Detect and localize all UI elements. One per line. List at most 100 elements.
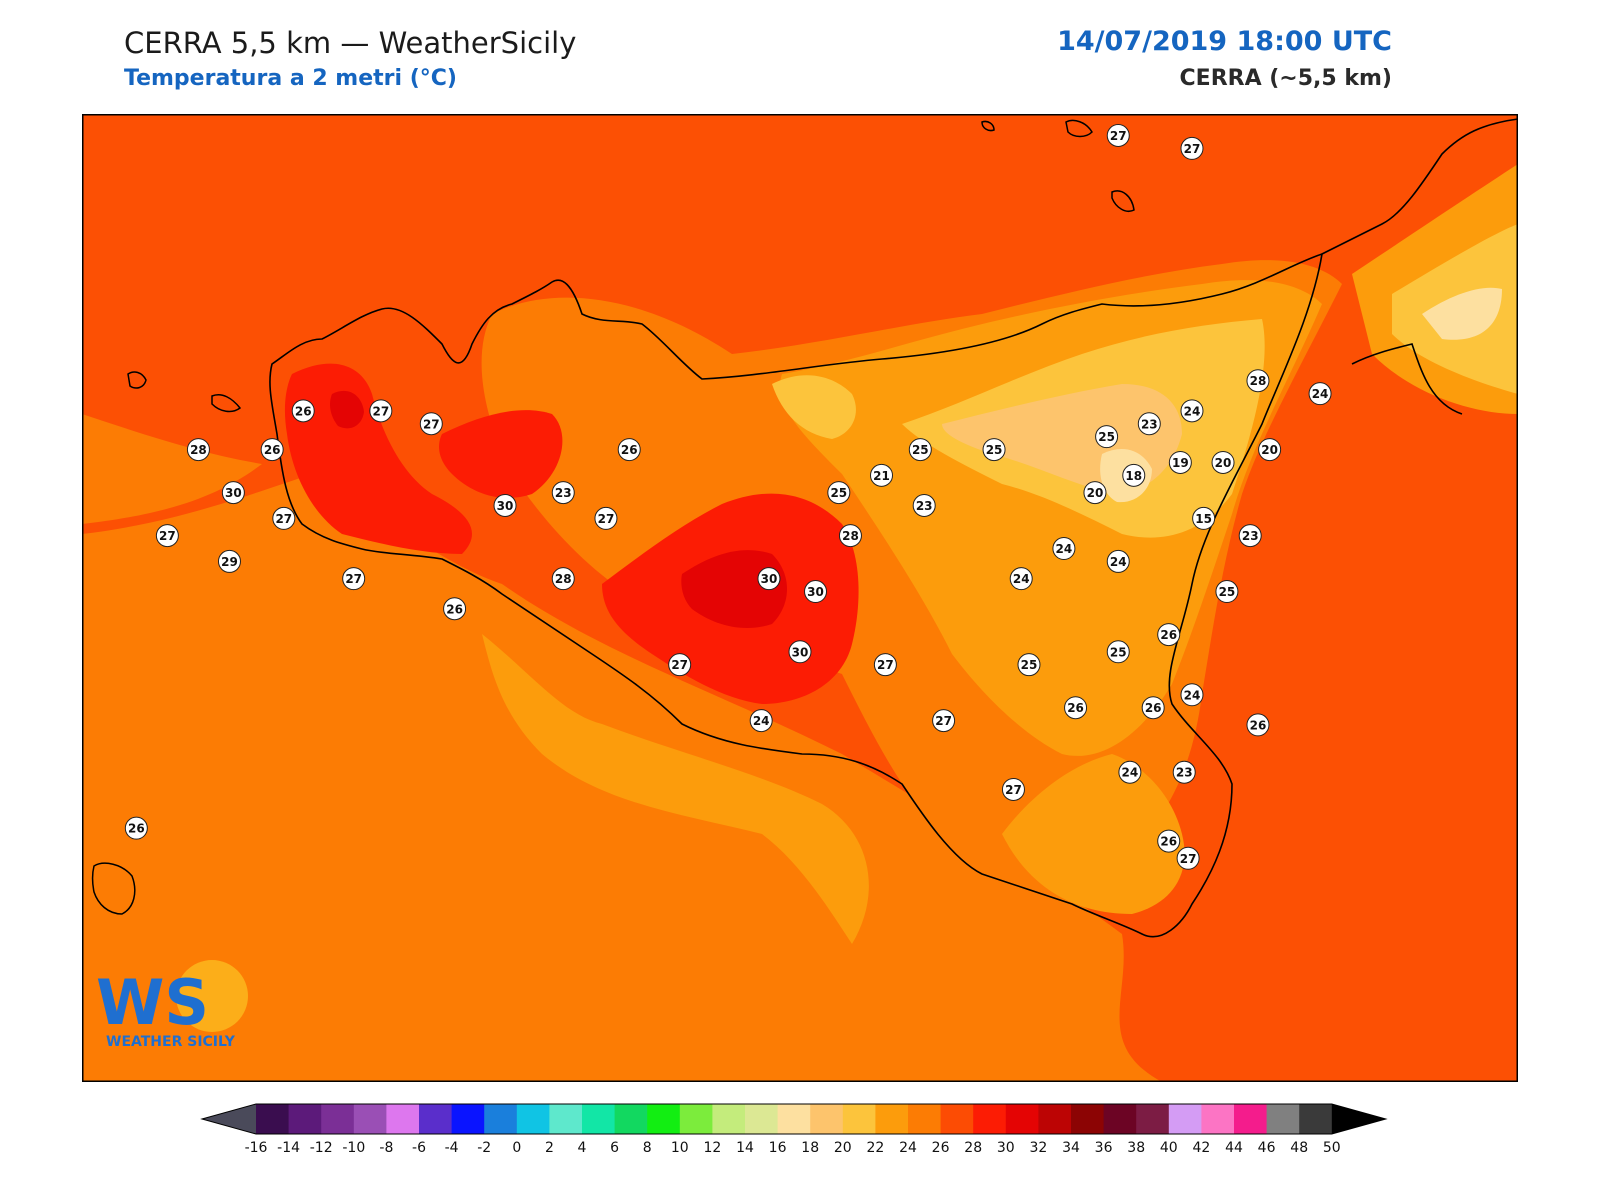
- temperature-value: 27: [873, 653, 897, 677]
- field-sea-warm-band: [482, 634, 869, 944]
- temperature-value-text: 25: [830, 486, 847, 500]
- temperature-value-marker: [873, 653, 897, 677]
- temperature-value-text: 15: [1195, 512, 1212, 526]
- temperature-value: 27: [342, 567, 366, 591]
- temperature-value-marker: [551, 567, 575, 591]
- temperature-value-marker: [272, 506, 296, 530]
- temperature-value: 26: [1246, 713, 1270, 737]
- temperature-value: 28: [551, 567, 575, 591]
- temperature-value-marker: [1258, 438, 1282, 462]
- temperature-value-marker: [1215, 580, 1239, 604]
- colorbar-tick-label: 24: [899, 1140, 917, 1156]
- colorbar-tick-label: -14: [277, 1140, 300, 1156]
- temperature-value: 30: [788, 640, 812, 664]
- temperature-value-marker: [186, 438, 210, 462]
- temperature-value-text: 27: [345, 572, 362, 586]
- field-west-hotter: [330, 390, 364, 429]
- colorbar-cell: [810, 1104, 844, 1134]
- temperature-value-marker: [668, 653, 692, 677]
- temperature-value-marker: [749, 709, 773, 733]
- temperature-value-marker: [594, 506, 618, 530]
- temperature-value: 23: [1137, 412, 1161, 436]
- colorbar-cell: [1299, 1104, 1333, 1134]
- colorbar-cell: [1005, 1104, 1039, 1134]
- temperature-value: 24: [749, 709, 773, 733]
- colorbar-cell: [777, 1104, 811, 1134]
- temperature-value: 27: [369, 399, 393, 423]
- temperature-value-marker: [1052, 537, 1076, 561]
- colorbar-tick-label: -12: [310, 1140, 333, 1156]
- colorbar-tick-label: 4: [578, 1140, 587, 1156]
- temperature-value-text: 27: [671, 658, 688, 672]
- temperature-value-text: 26: [446, 602, 463, 616]
- colorbar-cell: [288, 1104, 322, 1134]
- colorbar-extend-high: [1331, 1104, 1386, 1134]
- temperature-value-text: 26: [621, 443, 638, 457]
- colorbar-tick-label: 26: [932, 1140, 950, 1156]
- colorbar-cell: [451, 1104, 485, 1134]
- temperature-value: 25: [908, 438, 932, 462]
- weather-sicily-logo: WS WEATHER SICILY: [96, 960, 248, 1050]
- temperature-value-text: 25: [1219, 585, 1236, 599]
- temperature-value-marker: [419, 412, 443, 436]
- temperature-value: 27: [1180, 136, 1204, 160]
- temperature-value: 27: [419, 412, 443, 436]
- temperature-value-marker: [1180, 683, 1204, 707]
- colorbar-tick-label: 2: [545, 1140, 554, 1156]
- temperature-value-text: 30: [497, 499, 514, 513]
- temperature-value-marker: [1001, 777, 1025, 801]
- temperature-value: 30: [221, 481, 245, 505]
- sicily-coastline: [269, 252, 1324, 938]
- temperature-value-marker: [291, 399, 315, 423]
- temperature-value: 26: [1064, 696, 1088, 720]
- temperature-value-marker: [342, 567, 366, 591]
- colorbar-cell: [353, 1104, 387, 1134]
- logo-letters: WS: [96, 966, 209, 1039]
- temperature-value-text: 24: [753, 714, 770, 728]
- temperature-value: 27: [155, 524, 179, 548]
- colorbar-cell: [679, 1104, 713, 1134]
- temperature-value: 25: [1106, 640, 1130, 664]
- temperature-value: 27: [932, 709, 956, 733]
- temperature-value: 27: [668, 653, 692, 677]
- colorbar-cell: [1266, 1104, 1300, 1134]
- temperature-value-text: 24: [1110, 555, 1127, 569]
- temperature-value-text: 27: [423, 417, 440, 431]
- temperature-value: 24: [1106, 549, 1130, 573]
- temperature-value: 30: [757, 567, 781, 591]
- forecast-datetime: 14/07/2019 18:00 UTC: [1057, 26, 1392, 57]
- temperature-value-text: 25: [1110, 645, 1127, 659]
- temperature-value-text: 27: [1184, 142, 1201, 156]
- temperature-value-marker: [551, 481, 575, 505]
- colorbar-tick-label: -6: [412, 1140, 426, 1156]
- map-title: CERRA 5,5 km — WeatherSicily: [124, 26, 577, 60]
- colorbar-tick-label: -4: [445, 1140, 459, 1156]
- temperature-value-text: 27: [275, 512, 292, 526]
- colorbar-tick-label: 42: [1192, 1140, 1210, 1156]
- colorbar-cell: [1201, 1104, 1235, 1134]
- temperature-value: 23: [912, 494, 936, 518]
- temperature-value-text: 26: [264, 443, 281, 457]
- colorbar-tick-label: 38: [1127, 1140, 1145, 1156]
- colorbar-tick-label: -8: [379, 1140, 393, 1156]
- temperature-value-marker: [1246, 713, 1270, 737]
- field-iblei-warm: [1002, 754, 1185, 914]
- temperature-value-marker: [804, 580, 828, 604]
- colorbar-tick-label: 8: [643, 1140, 652, 1156]
- temperature-value-marker: [1180, 136, 1204, 160]
- temperature-value-marker: [493, 494, 517, 518]
- temperature-value: 15: [1192, 506, 1216, 530]
- colorbar-tick-label: 12: [703, 1140, 721, 1156]
- field-sea-southwest: [82, 414, 262, 524]
- colorbar-cell: [940, 1104, 974, 1134]
- colorbar-cell: [647, 1104, 681, 1134]
- colorbar-cell: [1234, 1104, 1268, 1134]
- temperature-value-text: 27: [935, 714, 952, 728]
- colorbar-cell: [1136, 1104, 1170, 1134]
- temperature-colorbar: -16 -14 -12 -10 -8 -6 -4 -2 0 2 4 6 8 10 12 14 16 18 20 22 2…: [200, 1103, 1388, 1156]
- temperature-value-text: 23: [1242, 529, 1259, 543]
- colorbar-cell: [256, 1104, 290, 1134]
- temperature-value: 30: [804, 580, 828, 604]
